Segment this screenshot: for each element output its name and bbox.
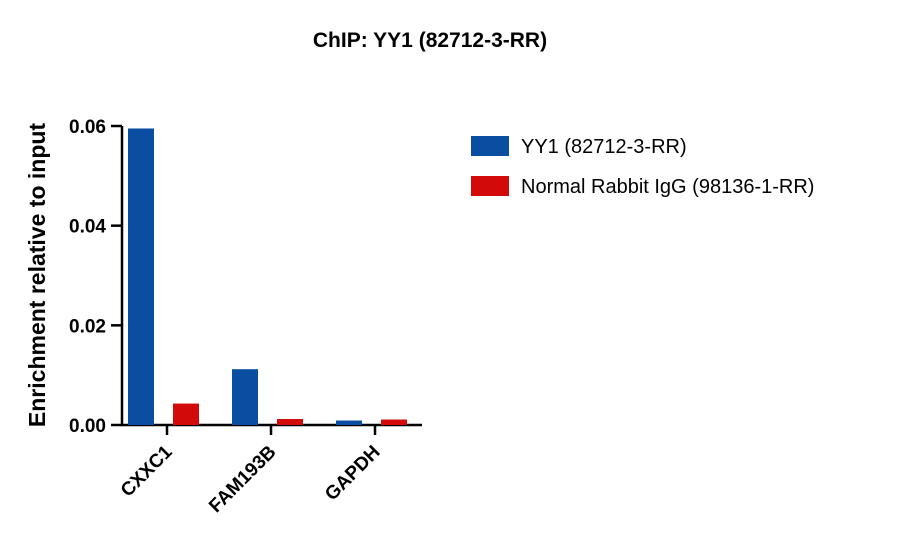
y-axis-label: Enrichment relative to input: [24, 123, 50, 427]
bar-fam193b-series-1: [277, 419, 303, 425]
bar-gapdh-series-0: [336, 420, 362, 425]
legend-label-1: Normal Rabbit IgG (98136-1-RR): [521, 176, 814, 198]
legend-label-0: YY1 (82712-3-RR): [521, 136, 687, 158]
x-tick-label-cxxc1: CXXC1: [117, 441, 177, 501]
legend-swatch-1: [471, 176, 509, 196]
legend: YY1 (82712-3-RR) Normal Rabbit IgG (98136…: [471, 136, 814, 198]
y-tick-label: 0.04: [69, 217, 106, 238]
bar-cxxc1-series-1: [173, 403, 199, 425]
y-tick-label: 0.02: [69, 316, 106, 337]
y-tick-label: 0.06: [69, 117, 106, 138]
bar-gapdh-series-1: [381, 419, 407, 425]
legend-swatch-0: [471, 136, 509, 156]
x-ticks: CXXC1 FAM193B GAPDH: [117, 425, 385, 517]
x-tick-label-fam193b: FAM193B: [205, 442, 280, 517]
bar-cxxc1-series-0: [128, 128, 154, 425]
bars: [128, 128, 407, 425]
chart-title: ChIP: YY1 (82712-3-RR): [313, 29, 547, 52]
y-ticks: 0.00 0.02 0.04 0.06: [69, 117, 122, 437]
bar-fam193b-series-0: [232, 369, 258, 425]
y-tick-label: 0.00: [69, 416, 106, 437]
x-tick-label-gapdh: GAPDH: [321, 442, 384, 505]
